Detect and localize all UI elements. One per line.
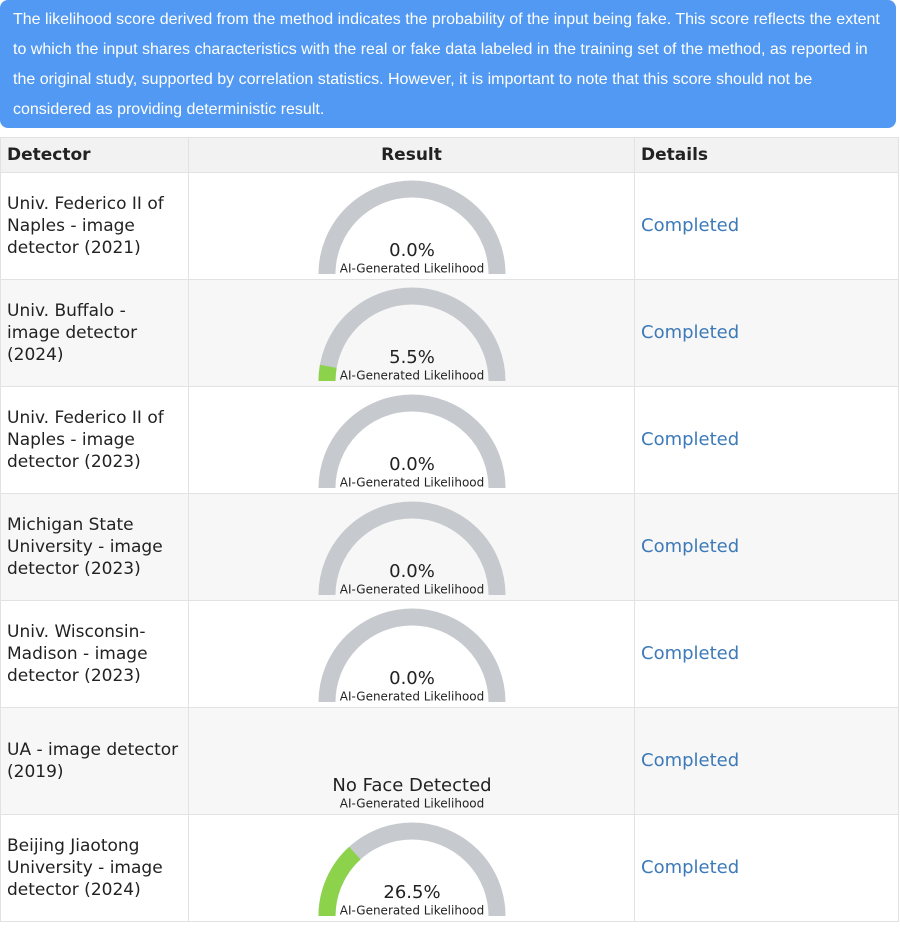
details-cell: Completed <box>634 386 899 494</box>
gauge: 0.0%AI-Generated Likelihood <box>318 394 506 490</box>
details-cell: Completed <box>634 814 899 922</box>
gauge-value <box>318 364 337 382</box>
details-cell: Completed <box>634 279 899 387</box>
gauge-track <box>318 394 506 489</box>
caption: AI-Generated Likelihood <box>340 476 485 490</box>
caption: AI-Generated Likelihood <box>340 262 485 276</box>
row: Univ. Buffalo - image detector (2024) 5.5… <box>0 279 899 387</box>
gauge-track <box>318 608 506 703</box>
detector-cell: Univ. Wisconsin-Madison - image detector… <box>0 600 189 708</box>
row: Univ. Wisconsin-Madison - image detector… <box>0 600 899 708</box>
header-cell: Details <box>634 137 899 173</box>
details-link[interactable]: Completed <box>641 536 740 557</box>
detector-cell: Univ. Federico II of Naples - image dete… <box>0 386 189 494</box>
value-label: 0.0% <box>389 561 435 582</box>
result-cell: 0.0% AI-Generated Likelihood <box>188 172 635 280</box>
detector-cell: Michigan State University - image detect… <box>0 493 189 601</box>
gauge-value <box>318 846 361 917</box>
header-row: Detector Result Details <box>0 137 899 173</box>
gauge: 26.5%AI-Generated Likelihood <box>318 822 506 918</box>
caption: AI-Generated Likelihood <box>340 904 485 918</box>
gauge-track <box>318 501 506 596</box>
results-table: Detector Result Details Univ. Federico I… <box>0 137 899 922</box>
gauge: 0.0%AI-Generated Likelihood <box>318 501 506 597</box>
detector-cell: Univ. Federico II of Naples - image dete… <box>0 172 189 280</box>
caption: AI-Generated Likelihood <box>340 583 485 597</box>
result-cell: 5.5% AI-Generated Likelihood <box>188 279 635 387</box>
header-cell: Result <box>188 137 635 173</box>
result-cell: 0.0% AI-Generated Likelihood <box>188 600 635 708</box>
value-label: 5.5% <box>389 347 435 368</box>
value-label: 0.0% <box>389 668 435 689</box>
gauge: 0.0%AI-Generated Likelihood <box>318 180 506 276</box>
gauge-track <box>318 287 506 382</box>
detector-cell: Univ. Buffalo - image detector (2024) <box>0 279 189 387</box>
result-cell: 26.5% AI-Generated Likelihood <box>188 814 635 922</box>
result-cell: 0.0% AI-Generated Likelihood <box>188 386 635 494</box>
row: UA - image detector (2019) No Face Detect… <box>0 707 899 815</box>
caption: AI-Generated Likelihood <box>340 369 485 383</box>
result-cell: No Face Detected AI-Generated Likelihood <box>188 707 635 815</box>
details-link[interactable]: Completed <box>641 429 740 450</box>
gauge: 0.0%AI-Generated Likelihood <box>318 608 506 704</box>
detector-cell: Beijing Jiaotong University - image dete… <box>0 814 189 922</box>
row: Univ. Federico II of Naples - image dete… <box>0 386 899 494</box>
caption: AI-Generated Likelihood <box>340 797 485 811</box>
details-link[interactable]: Completed <box>641 857 740 878</box>
details-cell: Completed <box>634 172 899 280</box>
details-link[interactable]: Completed <box>641 322 740 343</box>
details-link[interactable]: Completed <box>641 750 740 771</box>
details-cell: Completed <box>634 707 899 815</box>
caption: AI-Generated Likelihood <box>340 690 485 704</box>
result-cell: 0.0% AI-Generated Likelihood <box>188 493 635 601</box>
value-label: 0.0% <box>389 454 435 475</box>
row: Univ. Federico II of Naples - image dete… <box>0 172 899 280</box>
notice: The likelihood score derived from the me… <box>0 0 896 128</box>
row: Michigan State University - image detect… <box>0 493 899 601</box>
value-label: 0.0% <box>389 240 435 261</box>
details-link[interactable]: Completed <box>641 215 740 236</box>
details-link[interactable]: Completed <box>641 643 740 664</box>
gauge: 5.5%AI-Generated Likelihood <box>318 287 506 383</box>
details-cell: Completed <box>634 493 899 601</box>
value-label: No Face Detected <box>332 775 491 796</box>
value-label: 26.5% <box>383 882 440 903</box>
gauge-track <box>318 180 506 275</box>
header-cell: Detector <box>0 137 189 173</box>
detector-cell: UA - image detector (2019) <box>0 707 189 815</box>
row: Beijing Jiaotong University - image dete… <box>0 814 899 922</box>
details-cell: Completed <box>634 600 899 708</box>
